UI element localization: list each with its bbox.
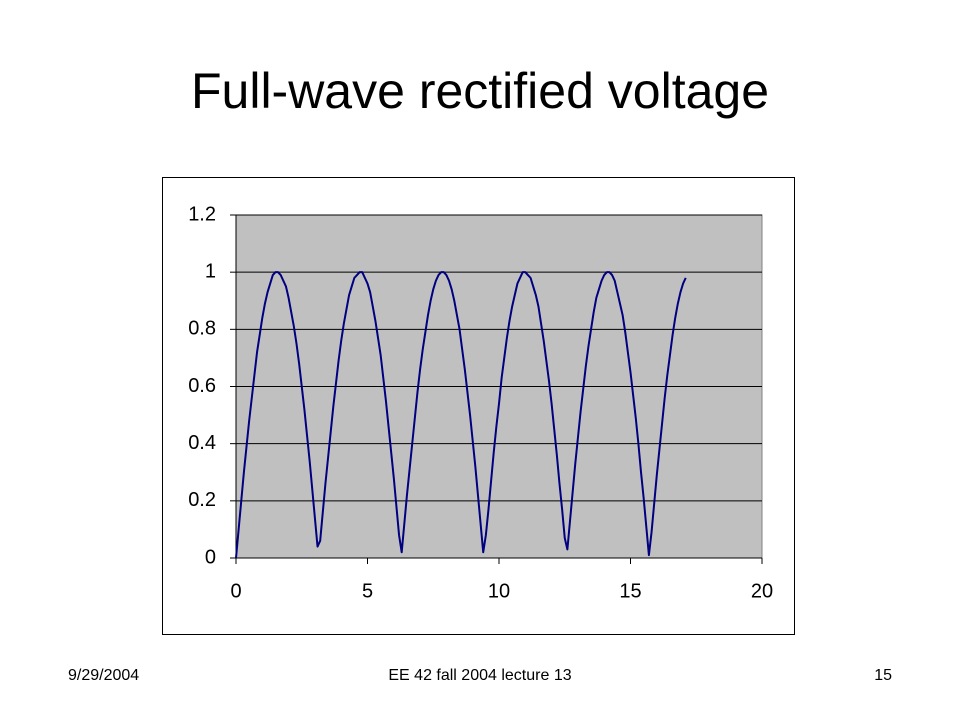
x-tick-label: 20 [751,580,773,602]
y-tick-label: 0.6 [188,375,216,397]
y-tick-label: 0.4 [188,432,216,454]
slide-title: Full-wave rectified voltage [191,63,769,119]
y-tick-label: 0 [205,546,216,568]
x-tick-label: 10 [488,580,510,602]
y-tick-label: 0.2 [188,489,216,511]
y-tick-label: 1 [205,260,216,282]
footer-date: 9/29/2004 [68,667,139,684]
y-tick-label: 0.8 [188,318,216,340]
x-tick-label: 5 [362,580,373,602]
footer-course: EE 42 fall 2004 lecture 13 [388,667,571,684]
data-line [235,271,687,559]
x-tick-label: 0 [230,580,241,602]
y-tick-label: 1.2 [188,203,216,225]
x-tick-label: 15 [619,580,641,602]
footer-page: 15 [874,667,892,684]
